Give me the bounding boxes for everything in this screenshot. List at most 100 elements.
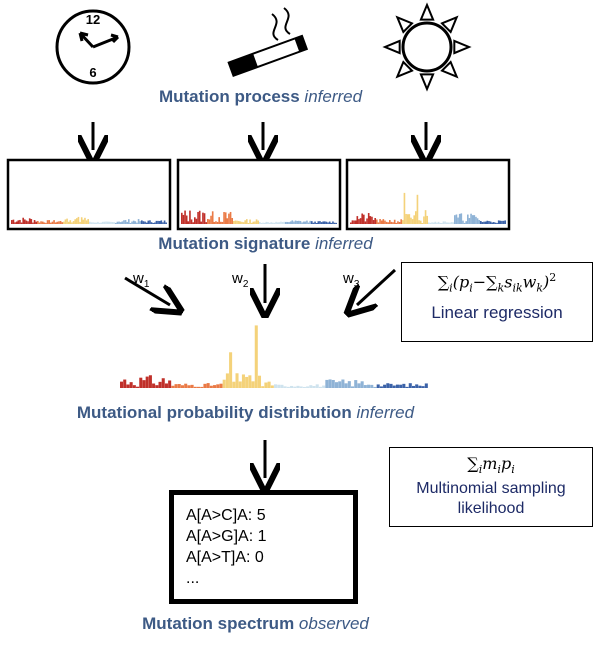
bar: [126, 221, 129, 224]
bar: [64, 219, 67, 224]
bar: [224, 212, 227, 224]
bar: [24, 219, 26, 224]
bar: [410, 217, 412, 224]
bar: [171, 385, 175, 388]
bar: [148, 375, 152, 388]
signature-box-1: [6, 158, 172, 231]
bar: [418, 385, 422, 388]
bar: [128, 219, 130, 224]
bar: [328, 221, 331, 224]
bar: [213, 221, 216, 224]
label-mutation-process: Mutation process inferred: [158, 87, 363, 106]
bar: [367, 384, 371, 388]
bar: [92, 222, 94, 224]
bar: [270, 385, 274, 388]
bar: [260, 222, 263, 224]
bar: [200, 221, 203, 224]
bar: [390, 221, 393, 224]
bar: [84, 217, 86, 224]
bar: [499, 220, 502, 224]
bar: [478, 220, 481, 224]
bar: [232, 381, 236, 388]
bar: [246, 219, 248, 224]
bar: [353, 220, 355, 224]
weight-w3: w3: [342, 270, 360, 290]
bar: [155, 385, 159, 388]
bar: [61, 222, 64, 224]
bar: [216, 221, 219, 224]
cigarette-icon: [227, 7, 309, 78]
bar: [501, 220, 503, 224]
bar: [363, 385, 367, 388]
bar: [411, 385, 416, 388]
bar: [441, 222, 443, 224]
bar: [465, 221, 468, 224]
bar: [493, 222, 495, 224]
bar: [439, 222, 442, 224]
bar: [431, 222, 433, 224]
bar: [79, 221, 81, 224]
bar: [389, 383, 393, 388]
bar: [462, 220, 464, 224]
bar: [187, 385, 191, 388]
bar: [33, 220, 36, 224]
bar: [393, 219, 396, 224]
bar: [215, 221, 217, 224]
bar: [247, 222, 250, 224]
bar: [376, 219, 378, 224]
bar: [139, 377, 143, 388]
bar: [89, 221, 91, 224]
bar: [302, 221, 305, 224]
bar: [312, 222, 315, 224]
bar: [184, 210, 186, 224]
bar: [180, 385, 185, 388]
bar: [386, 383, 390, 388]
bar: [132, 220, 135, 224]
bar: [261, 386, 265, 388]
bar: [98, 222, 101, 224]
bar: [402, 383, 406, 388]
bar: [58, 221, 60, 224]
clock-6-label: 6: [89, 65, 96, 80]
bar: [291, 220, 294, 224]
bar: [309, 385, 313, 388]
bar: [234, 220, 237, 224]
likelihood-caption-2: likelihood: [457, 500, 525, 518]
bar: [244, 220, 247, 224]
bar: [403, 192, 406, 224]
bar: [32, 222, 34, 224]
bar: [385, 221, 388, 224]
bar: [223, 212, 225, 224]
spectrum-line-3: A[A>T]A: 0: [186, 549, 264, 566]
bar: [333, 222, 336, 224]
bar: [293, 221, 295, 224]
bar: [318, 386, 322, 388]
bar: [400, 219, 403, 224]
bar: [330, 222, 333, 224]
bar: [364, 221, 367, 224]
bar: [351, 220, 354, 224]
bar: [457, 217, 459, 224]
bar: [480, 221, 482, 224]
bar: [15, 221, 18, 224]
bar: [458, 213, 461, 224]
bar: [455, 214, 458, 224]
bar: [504, 220, 507, 224]
bar: [283, 386, 287, 388]
bar: [184, 383, 188, 388]
bar: [298, 220, 300, 224]
bar: [237, 220, 240, 224]
bar: [273, 222, 276, 224]
arrow-w1: [124, 276, 170, 305]
bar: [211, 211, 214, 224]
bar: [158, 381, 162, 388]
bar: [254, 221, 256, 224]
bar: [424, 383, 428, 388]
bar: [296, 385, 300, 388]
bar: [325, 379, 329, 388]
bar: [374, 218, 377, 224]
bar: [361, 213, 364, 224]
bar: [54, 222, 57, 224]
bar: [259, 222, 261, 224]
